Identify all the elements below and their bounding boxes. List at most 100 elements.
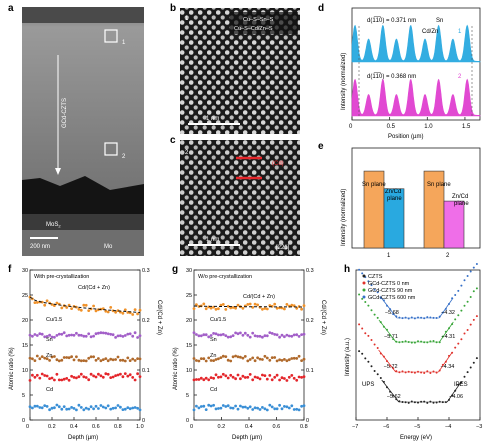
g-cd-label: Cd (210, 387, 217, 393)
spectrum-point-1 (460, 338, 463, 341)
right-tick-label: 0.2 (142, 318, 150, 324)
point-sn (65, 356, 69, 359)
point-cu15 (84, 334, 88, 338)
point-cu15 (253, 334, 257, 338)
point-sn (136, 357, 140, 360)
plot-frame-f (29, 269, 141, 421)
stem-image-c (180, 140, 300, 256)
point-zn (89, 372, 93, 376)
mos2-label: MoS2 (46, 222, 61, 229)
spectrum-point-2 (420, 340, 423, 343)
point-sn (236, 355, 240, 359)
point-cu15 (45, 335, 49, 338)
point-cd (207, 403, 211, 407)
point-cd (43, 404, 47, 407)
spectrum-point-2 (460, 309, 463, 312)
point-sn (256, 356, 259, 360)
point-cd (290, 404, 294, 408)
cbm-value: −4.31 (441, 334, 455, 340)
point-cu15 (209, 334, 213, 337)
point-sn (292, 356, 296, 360)
point-cd (72, 407, 76, 410)
point-cdcdzn (248, 302, 252, 306)
profile-2-area (351, 78, 481, 117)
point-sn (35, 354, 39, 358)
point-zn (48, 377, 51, 380)
point-cd (94, 404, 98, 408)
g-zn-label: Zn (210, 353, 216, 359)
point-zn (114, 374, 117, 377)
point-cd (111, 406, 115, 410)
point-zn (50, 376, 54, 380)
spectrum-point-2 (472, 290, 475, 293)
point-sn (70, 355, 73, 359)
plot-frame-d (351, 7, 481, 121)
point-sn (77, 358, 81, 362)
point-cdcdzn (94, 309, 98, 313)
vbm-fit-2 (378, 319, 397, 343)
point-cdcdzn (43, 303, 47, 307)
point-cd (283, 405, 286, 408)
point-cu15 (53, 335, 56, 339)
point-sn (131, 357, 135, 361)
left-tick-label: 25 (22, 293, 28, 299)
point-cd (33, 404, 37, 408)
point-cdcdzn (290, 303, 294, 307)
point-cd (87, 407, 91, 411)
cbm-value: −4.32 (441, 310, 455, 316)
h-ipes-label: IPES (454, 382, 468, 388)
point-cu15 (290, 334, 294, 338)
point-zn (62, 377, 66, 381)
point-cd (256, 406, 259, 410)
point-cu15 (285, 333, 289, 337)
panel-e: e Sn plane Zn/Cd plane Sn plane Zn/Cd pl… (318, 141, 481, 259)
point-zn (241, 374, 245, 378)
point-zn (224, 374, 228, 378)
point-cd (109, 407, 113, 411)
left-tick-label: 5 (22, 393, 25, 399)
point-sn (251, 356, 255, 360)
point-zn (77, 375, 81, 379)
point-zn (72, 376, 76, 379)
point-cu15 (87, 332, 91, 336)
e-xcat-2: 2 (446, 253, 450, 259)
spectrum-point-0 (463, 375, 466, 378)
point-sn (94, 358, 98, 362)
point-zn (207, 378, 211, 382)
spectrum-point-0 (423, 400, 426, 403)
point-cd (292, 408, 296, 411)
point-sn (79, 359, 83, 363)
panel-label-f: f (8, 264, 12, 275)
spectrum-point-3 (454, 294, 457, 296)
e-ylabel: Intensity (normalized) (341, 189, 347, 246)
point-zn (243, 376, 247, 379)
point-cd (50, 406, 54, 410)
g-xlabel: Depth (µm) (232, 435, 262, 441)
point-cd (82, 408, 86, 412)
point-sn (300, 359, 303, 362)
point-zn (70, 374, 73, 378)
point-zn (33, 375, 37, 379)
point-cd (219, 406, 223, 410)
e-sn-plane-1: Sn plane (362, 182, 386, 188)
point-sn (275, 359, 279, 363)
spectrum-point-1 (423, 372, 426, 374)
point-zn (121, 375, 125, 379)
panel-label-c: c (170, 135, 176, 146)
panel-label-a: a (8, 3, 14, 14)
point-cu15 (239, 331, 242, 335)
point-cdcdzn (209, 306, 213, 310)
f-sn-label: Sn (46, 337, 53, 343)
point-cu15 (234, 331, 238, 335)
left-tick-label: 0 (186, 418, 189, 424)
point-cdcdzn (136, 312, 140, 316)
point-cd (77, 403, 81, 407)
panel-b: b 1 Cu–S–Sn–S Cu–S–Cd/Zn–S 1 nm (170, 3, 300, 134)
point-sn (123, 359, 127, 363)
spectrum-point-3 (373, 288, 376, 291)
point-sn (75, 355, 78, 359)
point-cu15 (256, 334, 259, 338)
point-sn (119, 358, 122, 362)
point-sn (278, 358, 281, 362)
point-cu15 (261, 335, 264, 339)
